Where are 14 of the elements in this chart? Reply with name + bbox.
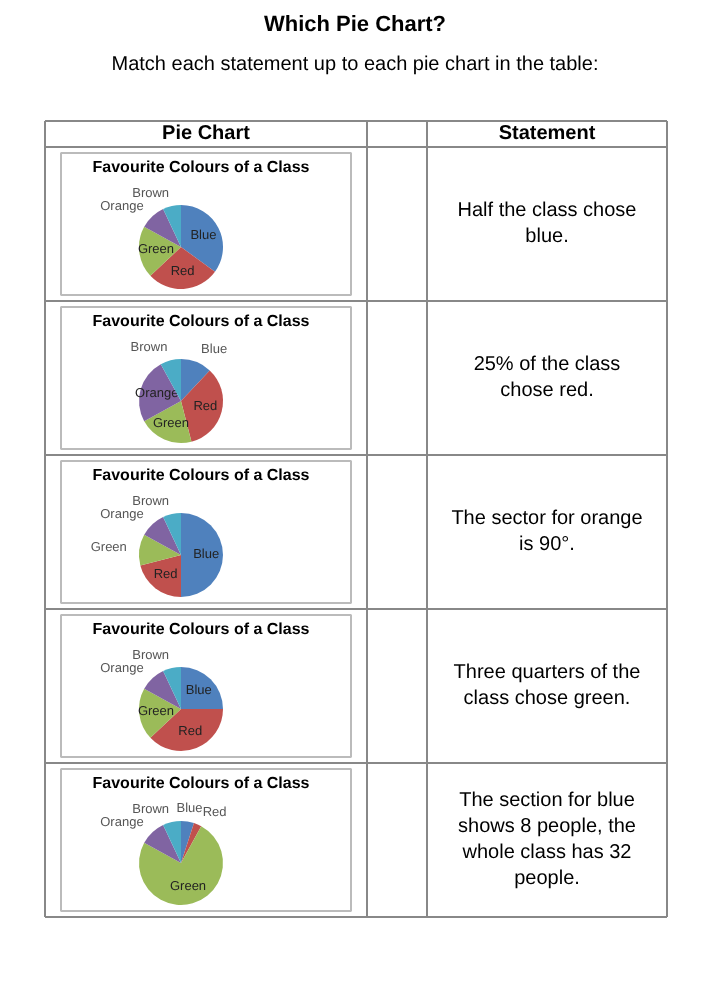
text: Match each statement up to each pie chart in the table: <box>111 54 599 76</box>
text: Which Pie Chart? <box>263 13 447 37</box>
chart-title: Favourite Colours of a Class <box>92 620 311 638</box>
text: Half the class chose blue. <box>457 200 638 248</box>
text: Pie Chart <box>162 123 252 145</box>
text: 25% of the class chose red. <box>473 354 621 402</box>
chart-title: Favourite Colours of a Class <box>92 158 311 176</box>
text: The section for blue shows 8 people, the whole class has 32 people. <box>458 790 637 890</box>
text: Three quarters of the class chose green. <box>453 662 642 710</box>
chart-title: Favourite Colours of a Class <box>92 466 311 484</box>
chart-title: Favourite Colours of a Class <box>92 312 311 330</box>
chart-title: Favourite Colours of a Class <box>92 774 311 792</box>
text: Statement <box>498 123 597 145</box>
text: The sector for orange is 90°. <box>451 508 644 556</box>
